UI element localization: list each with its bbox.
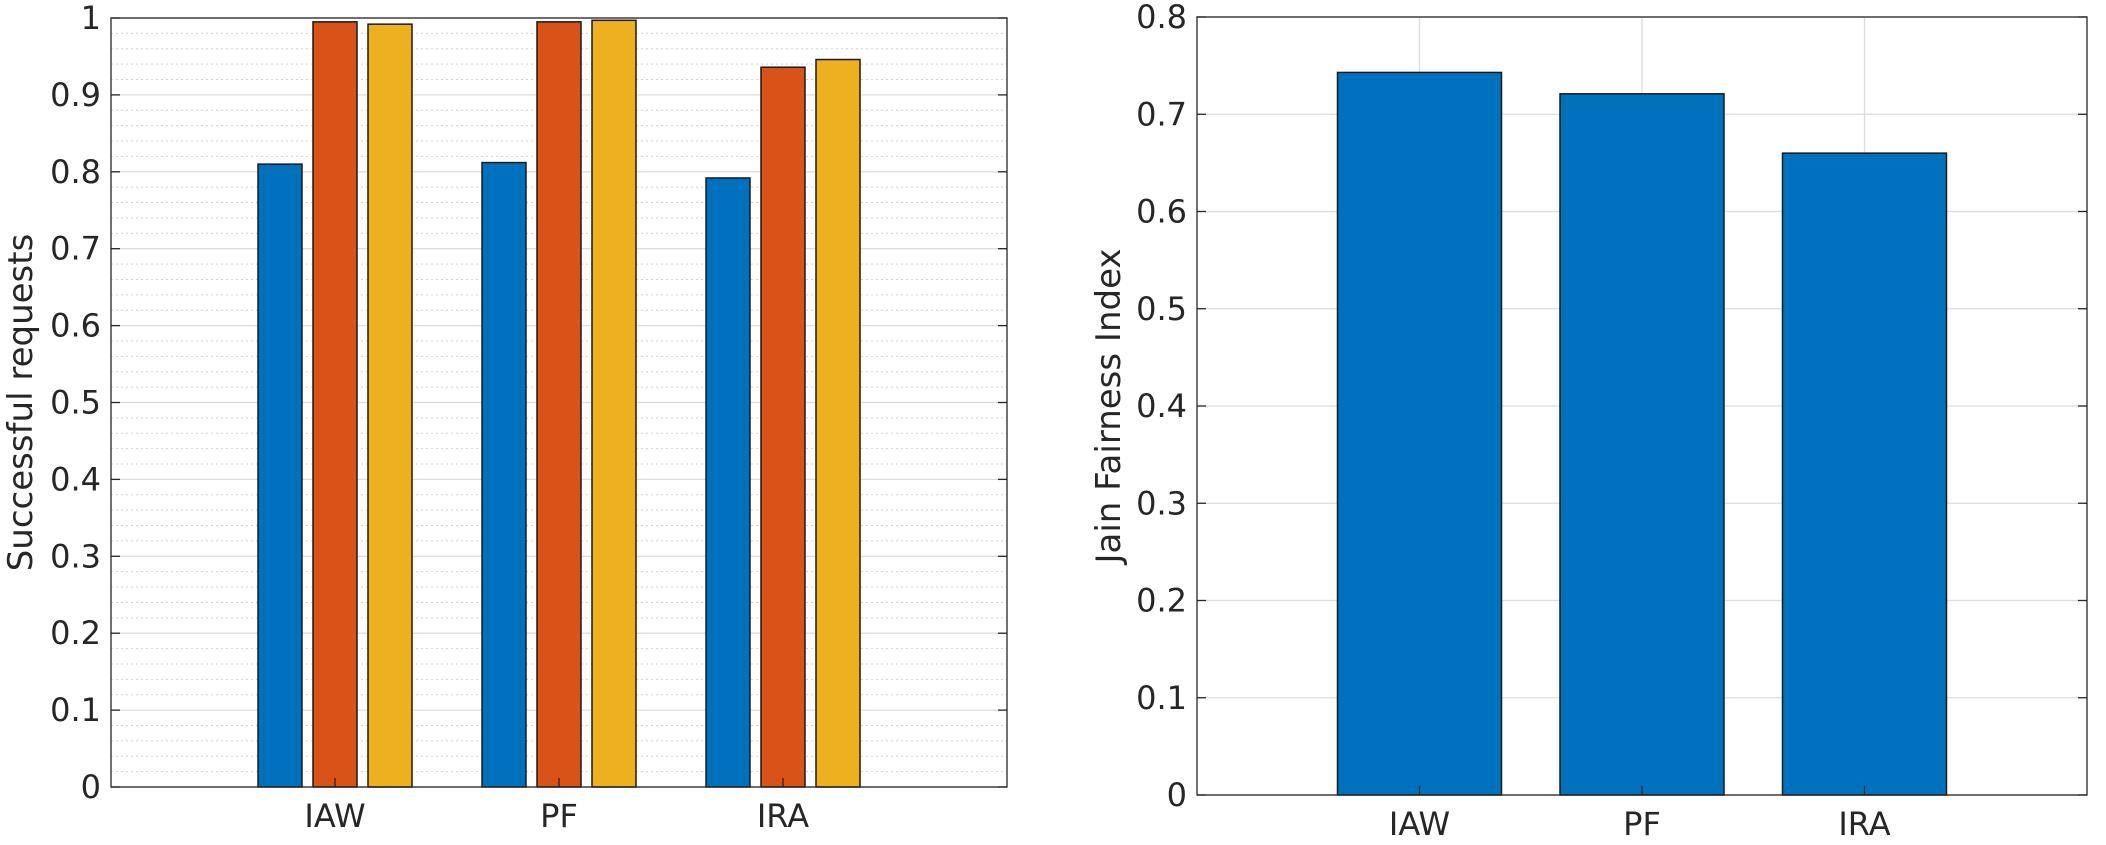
y-tick-label: 0.7 (1136, 95, 1187, 133)
bar-ira-series-1 (1781, 152, 1948, 796)
x-axis: IAW PF IRA (304, 778, 809, 835)
y-tick-label: 0.8 (1136, 0, 1187, 36)
y-tick-label: 0.3 (50, 537, 101, 575)
x-axis: IAW PF IRA (1389, 786, 1891, 843)
bar-pf-series-1 (481, 161, 527, 788)
y-tick-label: 0.3 (1136, 484, 1187, 522)
bars (1336, 71, 1948, 796)
y-tick-label: 0.6 (1136, 193, 1187, 231)
bar-iaw-series-3 (367, 23, 413, 788)
y-tick-label: 0 (81, 768, 101, 806)
y-tick-label: 0.5 (1136, 290, 1187, 328)
y-tick-label: 0 (1167, 776, 1187, 814)
x-tick-label: PF (1623, 805, 1661, 841)
x-tick-label: PF (540, 797, 578, 835)
y-tick-label: 0.2 (50, 614, 101, 652)
y-tick-label: 0.2 (1136, 582, 1187, 620)
x-tick-label: IRA (757, 797, 809, 835)
y-tick-label: 0.1 (50, 691, 101, 729)
right-chart-jain-fairness: 0 0.1 0.2 0.3 0.4 0.5 0.6 0.7 0.8 IAW PF IRA Jain Fa… (1089, 0, 2088, 843)
left-chart-successful-requests: 0 0.1 0.2 0.3 0.4 0.5 0.6 0.7 0.8 0.9 1 IAW PF IRA Suc… (1, 0, 1008, 835)
bar-pf-series-2 (536, 21, 582, 788)
y-tick-label: 0.9 (50, 76, 101, 114)
y-tick-label: 0.7 (50, 230, 101, 268)
y-tick-label: 0.8 (50, 153, 101, 191)
y-tick-label: 0.1 (1136, 679, 1187, 717)
y-axis: 0 0.1 0.2 0.3 0.4 0.5 0.6 0.7 0.8 0.9 1 (50, 0, 1007, 806)
y-tick-label: 0.4 (1136, 387, 1187, 425)
y-tick-label: 0.4 (50, 460, 101, 498)
y-tick-label: 0.5 (50, 384, 101, 422)
bar-pf-series-3 (591, 19, 637, 788)
x-tick-label: IAW (304, 797, 365, 835)
bar-ira-series-3 (815, 58, 861, 788)
bar-iaw-series-1 (257, 163, 303, 788)
bar-ira-series-2 (760, 66, 806, 788)
bars (257, 19, 861, 788)
y-axis: 0 0.1 0.2 0.3 0.4 0.5 0.6 0.7 0.8 (1136, 0, 2087, 814)
y-tick-label: 1 (81, 0, 101, 37)
x-tick-label: IRA (1838, 805, 1890, 841)
y-axis-label: Jain Fairness Index (1089, 248, 1129, 565)
y-tick-label: 0.6 (50, 307, 101, 345)
x-tick-label: IAW (1389, 805, 1450, 841)
bar-iaw-series-1 (1336, 71, 1503, 796)
bar-ira-series-1 (705, 177, 751, 788)
y-axis-label: Successful requests (1, 234, 41, 572)
bar-pf-series-1 (1559, 93, 1725, 796)
bar-iaw-series-2 (312, 21, 358, 788)
